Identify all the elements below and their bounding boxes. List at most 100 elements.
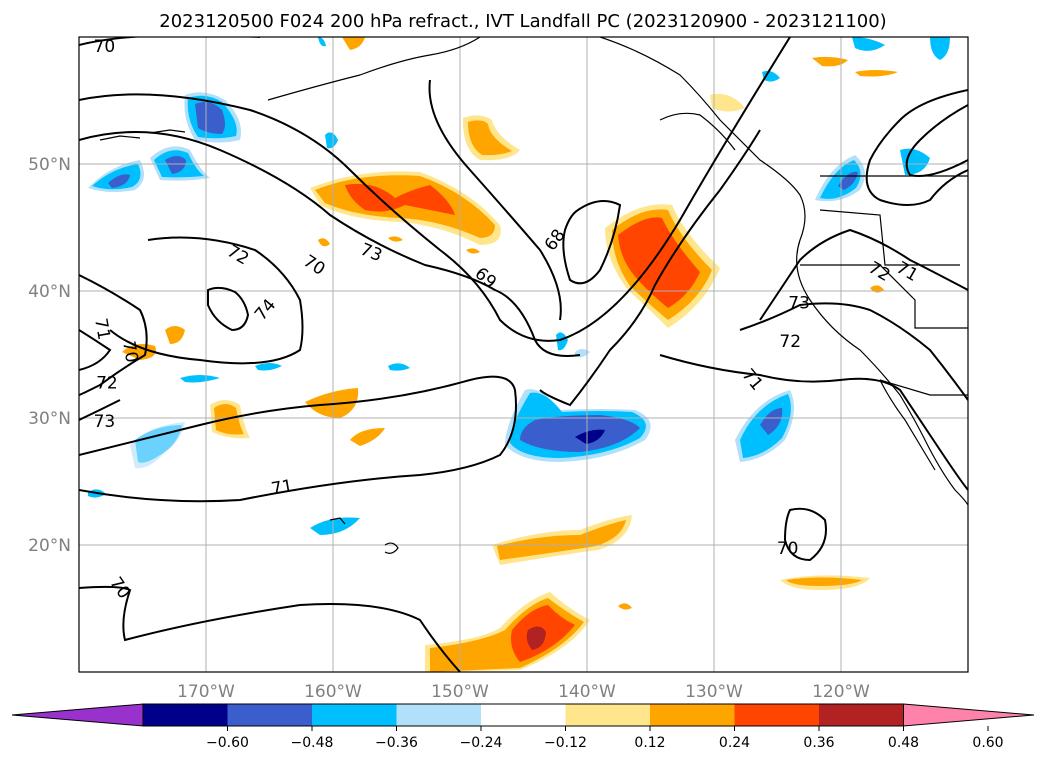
refractivity-contours (79, 37, 968, 672)
contour-label: 73 (94, 412, 116, 432)
anomaly-region-central-blue-dot (255, 363, 282, 371)
anomaly-region-aleutian-blue (318, 37, 326, 47)
anomaly-region-center-blue-dot (388, 363, 410, 371)
map-frame (78, 36, 969, 673)
contour-line-72 (79, 37, 791, 342)
y-tick-label: 30°N (28, 409, 71, 429)
shaded-fields (79, 37, 968, 672)
colorbar-tick-label: 0.60 (972, 735, 1003, 751)
anomaly-region-west-small (165, 326, 185, 344)
contour-line-70-west (79, 274, 148, 396)
contour-label: 70 (94, 37, 116, 57)
x-tick-label: 130°W (685, 682, 743, 702)
anomaly-region-north-edge (388, 236, 403, 242)
contour-line-74 (207, 286, 250, 332)
axis-tick-labels: 170°W 160°W 150°W 140°W 130°W 120°W 20°N 30°N 40… (28, 155, 870, 702)
anomaly-region-northeast-strip (855, 70, 898, 77)
anomaly-region-west-edge-blue (92, 164, 141, 190)
anomaly-region-central-south (350, 428, 385, 446)
contour-line-68 (539, 129, 761, 407)
anomaly-region-bc-coast (710, 93, 745, 112)
colorbar-tick-label: −0.24 (460, 735, 503, 751)
colorbar-segment (565, 704, 650, 726)
contour-label: 72 (779, 332, 801, 352)
x-tick-label: 170°W (177, 682, 235, 702)
anomaly-region-northeast-small (812, 56, 848, 67)
colorbar-tick-label: −0.12 (544, 735, 587, 751)
anomaly-region-west-south-edge (130, 422, 185, 469)
contour-line-east-4 (739, 302, 968, 401)
colorbar-segment (396, 704, 481, 726)
colorbar-tick-label: 0.36 (803, 735, 834, 751)
colorbar-tick-label: 0.12 (634, 735, 665, 751)
contour-label: 73 (788, 294, 810, 314)
coastlines (99, 37, 968, 554)
anomaly-region-southern-jet-peak (526, 626, 546, 650)
contour-line-east-3 (759, 228, 968, 321)
colorbar-segment (227, 704, 312, 726)
anomaly-region-subtropical-band-core (497, 520, 626, 560)
border-states-1 (819, 209, 960, 266)
y-tick-label: 40°N (28, 282, 71, 302)
anomaly-region-east-pacific-small (556, 332, 568, 351)
x-tick-label: 150°W (431, 682, 489, 702)
colorbar-tick-label: −0.60 (206, 735, 249, 751)
contour-line-east-2 (905, 104, 968, 177)
contour-line-east-5 (659, 354, 968, 491)
anomaly-region-east-band-core (786, 577, 862, 586)
positive-anomaly-shading (122, 37, 898, 672)
coastline-aleutian-2 (149, 129, 186, 134)
x-tick-label: 140°W (558, 682, 616, 702)
border-us-mexico (879, 379, 968, 396)
coastline-hawaii-2 (384, 542, 399, 554)
anomaly-region-hawaii-north (318, 238, 330, 247)
colorbar-segment (143, 704, 228, 726)
colorbar-tick-label: −0.36 (375, 735, 418, 751)
colorbar-segment (819, 704, 904, 726)
contour-line-center-loop (562, 200, 622, 285)
anomaly-region-offshore-ne-max (618, 217, 700, 308)
contour-line-69 (428, 79, 562, 321)
anomaly-region-offshore-east-core (760, 408, 783, 435)
negative-anomaly-shading (88, 37, 950, 535)
contour-line-70-east (783, 507, 827, 562)
map-background (79, 37, 968, 672)
anomaly-region-northeast-corner (930, 37, 950, 60)
contour-line-72-west (79, 329, 112, 371)
anomaly-region-aleutian (342, 37, 365, 50)
contour-line-east-1 (865, 89, 968, 206)
coastline-gulf-islands (659, 112, 736, 151)
chart-title: 2023120500 F024 200 hPa refract., IVT La… (159, 11, 886, 32)
contour-label: 71 (270, 476, 295, 499)
contour-line-70-south (79, 585, 461, 672)
anomaly-region-pacific-northwest (820, 160, 861, 199)
anomaly-region-central-trough-max (575, 429, 605, 444)
y-tick-label: 20°N (28, 536, 71, 556)
anomaly-region-central (305, 388, 359, 418)
colorbar: −0.60 −0.48 −0.36 −0.24 −0.12 0.12 0.24 0.36 0.4… (11, 703, 1035, 751)
colorbar-segment (481, 704, 566, 726)
anomaly-region-hawaii-blue (310, 517, 360, 535)
anomaly-region-west-edge-blue-core (108, 174, 130, 188)
contour-label: 70 (118, 340, 141, 365)
coastline-hawaii-1 (329, 517, 346, 525)
anomaly-region-gulf-core (468, 120, 512, 156)
anomaly-region-subtropical-dot (618, 603, 632, 610)
contour-label: 72 (96, 374, 118, 394)
anomaly-region-west-mid-core (165, 156, 186, 174)
colorbar-outline (142, 703, 904, 727)
coastline-baja (879, 379, 936, 471)
colorbar-tick-label: 0.24 (719, 735, 750, 751)
border-states-2 (800, 264, 968, 329)
anomaly-region-north-center (466, 248, 480, 254)
anomaly-region-central-trough-core (520, 415, 640, 452)
anomaly-region-gulf-blue (325, 132, 338, 149)
anomaly-region-northeast-top (852, 37, 885, 51)
contour-line-south-big (79, 375, 517, 503)
contour-label: 70 (777, 539, 799, 559)
anomaly-region-central-blue-thin (180, 375, 220, 383)
colorbar-tick-label: −0.48 (291, 735, 334, 751)
x-tick-label: 120°W (812, 682, 870, 702)
